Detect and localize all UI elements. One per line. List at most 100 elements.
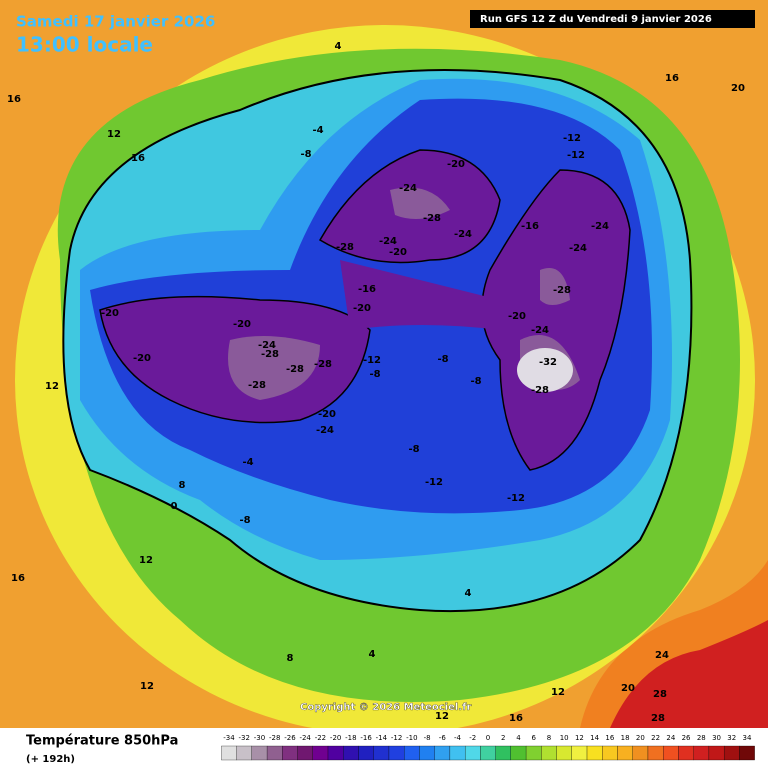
legend-tick-label: 4 <box>516 734 521 742</box>
valid-date: Samedi 17 janvier 2026 <box>16 13 215 31</box>
legend-tick-label: 34 <box>743 734 752 742</box>
legend-tick-label: -6 <box>439 734 447 742</box>
legend-swatch <box>480 745 496 761</box>
legend-swatch <box>358 745 374 761</box>
legend-tick-label: 20 <box>636 734 645 742</box>
legend-swatch <box>495 745 512 761</box>
isotherm-label: -20 <box>318 409 336 420</box>
violet-core <box>540 268 570 305</box>
legend-tick-label: 12 <box>575 734 584 742</box>
legend-swatch <box>541 745 557 761</box>
isotherm-label: 4 <box>369 649 376 660</box>
legend-tick-label: -10 <box>406 734 417 742</box>
isotherm-label: -12 <box>363 355 381 366</box>
isotherm-label: 12 <box>139 555 153 566</box>
isotherm-label: 16 <box>665 73 679 84</box>
legend-swatch <box>632 745 649 761</box>
isotherm-label: -32 <box>539 357 557 368</box>
legend-tick-label: -4 <box>454 734 462 742</box>
legend-swatch <box>404 745 420 761</box>
isotherm-label: -20 <box>447 159 465 170</box>
isotherm-label: 20 <box>731 83 745 94</box>
isotherm-label: -24 <box>454 229 472 240</box>
legend-tick-label: -28 <box>269 734 280 742</box>
isotherm-label: 16 <box>509 713 523 724</box>
legend-swatch <box>739 745 755 761</box>
isotherm-label: -24 <box>258 340 276 351</box>
legend-swatch <box>647 745 664 761</box>
isotherm-label: 12 <box>107 129 121 140</box>
legend-tick-label: -20 <box>330 734 341 742</box>
isotherm-label: -28 <box>553 285 571 296</box>
legend-tick-label: -24 <box>299 734 311 742</box>
legend-swatch <box>464 745 481 761</box>
legend-tick-label: 8 <box>547 734 551 742</box>
legend-swatch <box>586 745 603 761</box>
field-title: Température 850hPa <box>26 734 178 749</box>
legend-swatch <box>373 745 390 761</box>
isotherm-label: -8 <box>470 376 481 387</box>
isotherm-label: 4 <box>465 588 472 599</box>
legend-swatch <box>434 745 451 761</box>
legend-tick-label: -34 <box>223 734 235 742</box>
legend-tick-label: -14 <box>376 734 388 742</box>
isotherm-label: 16 <box>131 153 145 164</box>
legend-swatch <box>312 745 329 761</box>
legend-swatch <box>449 745 466 761</box>
legend-tick-label: 6 <box>531 734 536 742</box>
legend-tick-label: -32 <box>239 734 250 742</box>
legend-tick-label: 16 <box>605 734 614 742</box>
legend-tick-label: -22 <box>315 734 326 742</box>
legend-tick-label: -18 <box>345 734 356 742</box>
isotherm-label: 24 <box>655 650 669 661</box>
isotherm-label: -8 <box>437 354 448 365</box>
legend-swatch <box>525 745 542 761</box>
isotherm-label: 28 <box>653 689 667 700</box>
violet-core <box>390 187 450 219</box>
isotherm-label: -8 <box>369 369 380 380</box>
legend-swatch <box>617 745 633 761</box>
legend-swatch <box>282 745 298 761</box>
isotherm-label: -28 <box>248 380 266 391</box>
legend-tick-label: -12 <box>391 734 402 742</box>
lead-time: (+ 192h) <box>26 754 75 765</box>
color-legend: -34 -32 -30 -28 -26 -24 -22 -20 -18 -16 -14 -12 -10-… <box>221 734 755 761</box>
isotherm-label: -28 <box>314 359 332 370</box>
isotherm-label: -28 <box>336 242 354 253</box>
isotherm-label: -20 <box>101 308 119 319</box>
isotherm-label: 12 <box>140 681 154 692</box>
legend-tick-label: 10 <box>560 734 569 742</box>
isotherm-label: 12 <box>551 687 565 698</box>
isotherm-label: -24 <box>531 325 549 336</box>
legend-swatch <box>708 745 725 761</box>
isotherm-label: -24 <box>591 221 609 232</box>
isotherm-label: -12 <box>425 477 443 488</box>
isotherm-label: -24 <box>569 243 587 254</box>
legend-swatch <box>297 745 313 761</box>
isotherm-label: -20 <box>233 319 251 330</box>
isotherm-label: -20 <box>508 311 526 322</box>
isotherm-label: 12 <box>45 381 59 392</box>
legend-swatch <box>678 745 694 761</box>
temp-zone-red <box>610 620 768 728</box>
isotherm-label: -12 <box>567 150 585 161</box>
legend-tick-label: 2 <box>501 734 505 742</box>
purple-east <box>481 169 631 471</box>
legend-tick-label: 22 <box>651 734 660 742</box>
purple-band <box>340 260 500 330</box>
isotherm-label: -20 <box>353 303 371 314</box>
legend-tick-label: 32 <box>727 734 736 742</box>
isotherm-label: -8 <box>408 444 419 455</box>
legend-swatch <box>251 745 268 761</box>
isotherm-label: -12 <box>563 133 581 144</box>
isotherm-label: -16 <box>521 221 539 232</box>
violet-core <box>228 336 320 400</box>
run-info: Run GFS 12 Z du Vendredi 9 janvier 2026 <box>480 14 712 25</box>
isotherm-label: -4 <box>242 457 253 468</box>
legend-tick-label: 28 <box>697 734 706 742</box>
isotherm-label: -20 <box>133 353 151 364</box>
legend-tick-label: -30 <box>254 734 265 742</box>
isotherm-label: -16 <box>358 284 376 295</box>
isotherm-label: 0 <box>171 501 178 512</box>
